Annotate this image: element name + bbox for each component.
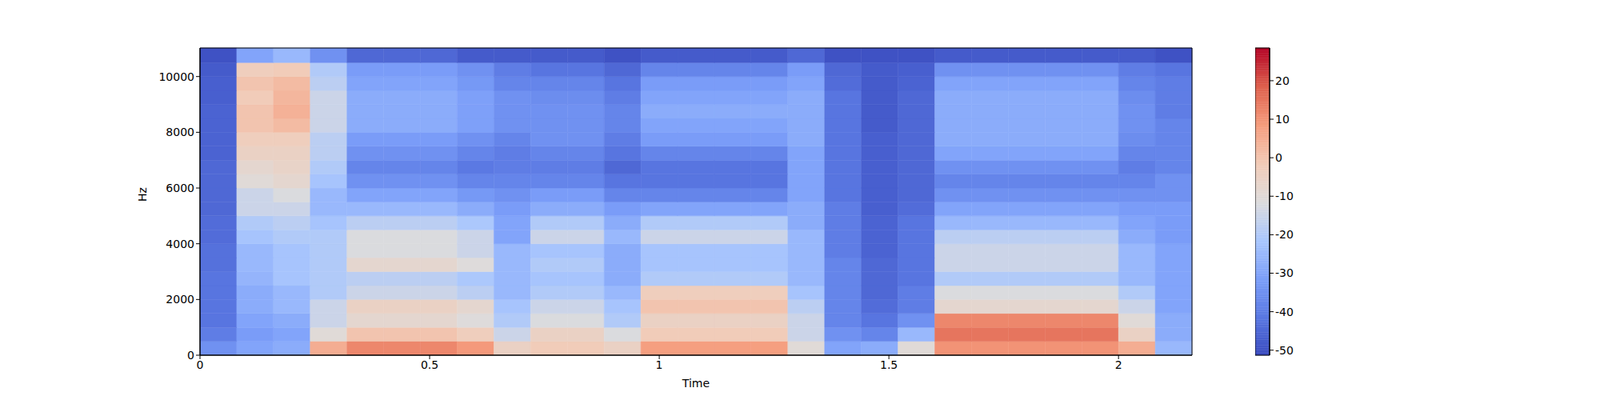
svg-text:-10: -10 (1275, 189, 1294, 203)
svg-text:2: 2 (1115, 358, 1123, 372)
svg-text:1.5: 1.5 (880, 358, 898, 372)
svg-text:Hz: Hz (136, 187, 149, 202)
svg-text:0.5: 0.5 (420, 358, 439, 372)
svg-text:0: 0 (196, 358, 204, 372)
svg-text:20: 20 (1275, 74, 1290, 88)
svg-text:2000: 2000 (165, 292, 195, 306)
svg-text:0: 0 (187, 348, 195, 362)
svg-text:1: 1 (656, 358, 664, 372)
svg-text:10: 10 (1275, 112, 1290, 126)
svg-text:-20: -20 (1275, 228, 1294, 241)
svg-text:-50: -50 (1275, 344, 1294, 357)
svg-text:10000: 10000 (158, 70, 195, 84)
svg-text:6000: 6000 (165, 181, 195, 195)
svg-text:4000: 4000 (165, 237, 195, 251)
svg-text:0: 0 (1275, 151, 1283, 164)
svg-text:-40: -40 (1275, 305, 1294, 319)
svg-text:8000: 8000 (165, 125, 195, 139)
svg-text:-30: -30 (1275, 266, 1294, 280)
svg-text:Time: Time (681, 376, 710, 390)
